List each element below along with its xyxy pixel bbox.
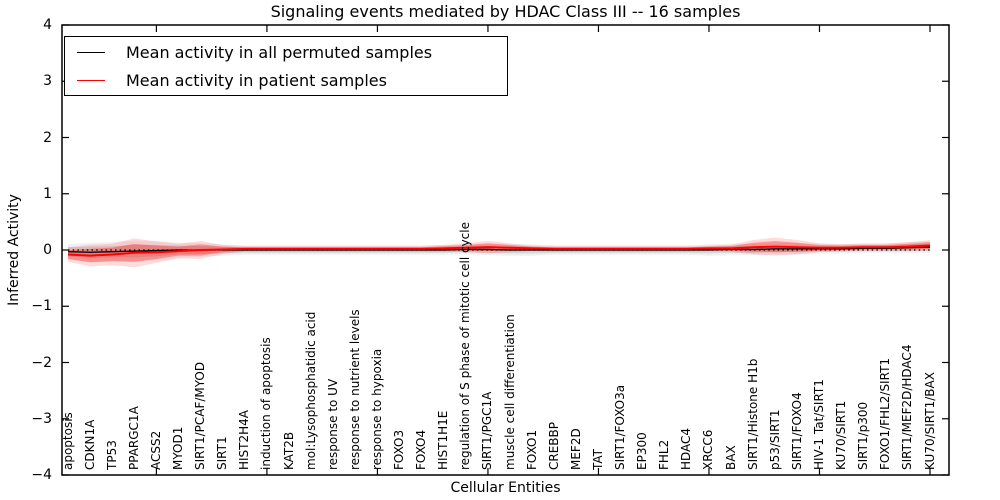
entity-label: MEF2D — [568, 428, 583, 470]
entity-label: SIRT1/FOXO4 — [789, 392, 804, 470]
entity-label: HIST2H4A — [237, 409, 252, 470]
entity-label: response to UV — [325, 378, 340, 470]
permuted-line-swatch — [77, 51, 105, 53]
entity-label: HIST1H1E — [436, 410, 451, 470]
y-tick-label: −2 — [31, 354, 52, 371]
y-tick-label: 1 — [43, 185, 52, 202]
y-tick-label: −4 — [31, 467, 52, 483]
patient-mean-line — [67, 244, 931, 257]
entity-label: PPARGC1A — [126, 406, 141, 470]
entity-label: mol:Lysophosphatidic acid — [303, 311, 318, 470]
entity-label: FOXO1 — [524, 429, 539, 470]
entity-label: TP53 — [104, 440, 119, 470]
entity-label: response to nutrient levels — [347, 309, 362, 470]
patient-band — [68, 237, 930, 268]
y-tick-labels: −4 −3 −2 −1 0 1 2 3 4 — [0, 0, 52, 500]
entity-label: regulation of S phase of mitotic cell cy… — [458, 222, 473, 470]
entity-label: MYOD1 — [171, 426, 185, 470]
entity-label: muscle cell differentiation — [502, 314, 517, 470]
entity-label: FOXO4 — [414, 429, 429, 470]
entity-label: CREBBP — [546, 422, 561, 470]
patient-line-swatch — [77, 79, 105, 81]
entity-label: BAX — [723, 445, 738, 470]
entity-label: EP300 — [635, 432, 650, 470]
y-tick-label: 4 — [43, 17, 52, 33]
legend-label-patient: Mean activity in patient samples — [126, 70, 387, 90]
legend-item-permuted: Mean activity in all permuted samples — [65, 40, 507, 64]
entity-label: SIRT1/PCAF/MYOD — [193, 361, 208, 470]
y-tick-label: −1 — [31, 298, 52, 315]
entity-label: SIRT1/Histone H1b — [745, 358, 760, 470]
y-tick-label: −3 — [31, 410, 52, 427]
entity-label: HDAC4 — [679, 427, 694, 470]
x-axis-label: Cellular Entities — [450, 480, 561, 496]
legend-box: Mean activity in all permuted samples Me… — [64, 36, 508, 96]
entity-label: SIRT1/MEF2D/HDAC4 — [900, 344, 915, 470]
entity-label: SIRT1/PGC1A — [480, 391, 495, 470]
permuted-band — [68, 240, 930, 262]
legend-item-patient: Mean activity in patient samples — [65, 68, 507, 92]
chart-title: Signaling events mediated by HDAC Class … — [270, 2, 741, 21]
entity-label: induction of apoptosis — [259, 337, 274, 470]
entity-label: ACSS2 — [148, 430, 163, 470]
entity-label: FHL2 — [657, 439, 672, 470]
entity-label: SIRT1 — [215, 436, 230, 470]
y-tick-label: 3 — [43, 73, 52, 90]
y-tick-label: 0 — [43, 242, 52, 258]
entity-label: TAT — [590, 448, 605, 470]
entity-label: SIRT1/p300 — [856, 401, 871, 470]
entity-label: SIRT1/FOXO3a — [613, 384, 628, 470]
entity-label: XRCC6 — [701, 429, 716, 470]
y-tick-label: 2 — [43, 129, 52, 146]
entity-label: FOXO1/FHL2/SIRT1 — [878, 357, 893, 470]
entity-label: apoptosis — [60, 412, 75, 470]
entity-label: response to hypoxia — [369, 348, 384, 470]
entity-label: HIV-1 Tat/SIRT1 — [811, 379, 826, 470]
patient-band — [68, 241, 930, 263]
entity-label: KU70/SIRT1 — [834, 400, 849, 470]
entity-label: CDKN1A — [82, 419, 97, 470]
legend-label-permuted: Mean activity in all permuted samples — [126, 42, 433, 62]
entity-label: FOXO3 — [392, 429, 407, 470]
entity-label: KU70/SIRT1/BAX — [922, 372, 937, 470]
entity-label: KAT2B — [281, 431, 296, 470]
entity-label: p53/SIRT1 — [767, 409, 782, 470]
